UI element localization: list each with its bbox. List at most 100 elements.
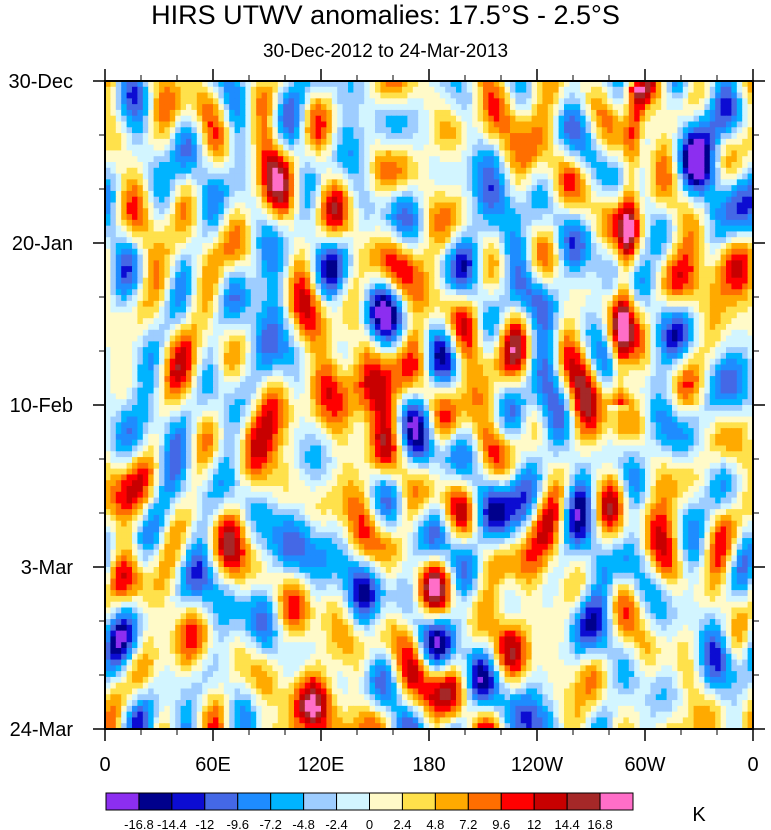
- heatmap-cell: [337, 214, 344, 221]
- heatmap-cell: [153, 173, 160, 180]
- heatmap-cell: [186, 295, 192, 302]
- heatmap-cell: [472, 81, 479, 88]
- heatmap-cell: [105, 295, 111, 302]
- heatmap-cell: [580, 86, 587, 94]
- heatmap-cell: [434, 179, 441, 186]
- heatmap-cell: [612, 243, 619, 250]
- heatmap-cell: [477, 237, 484, 244]
- heatmap-cell: [115, 156, 122, 163]
- heatmap-cell: [299, 202, 306, 209]
- heatmap-cell: [342, 81, 349, 88]
- heatmap-cell: [191, 104, 198, 111]
- heatmap-cell: [601, 86, 608, 94]
- heatmap-cell: [488, 109, 495, 117]
- heatmap-cell: [661, 179, 668, 186]
- heatmap-cell: [682, 173, 689, 180]
- heatmap-cell: [337, 185, 344, 192]
- heatmap-cell: [353, 277, 360, 285]
- heatmap-cell: [515, 243, 522, 250]
- heatmap-cell: [488, 190, 495, 198]
- heatmap-cell: [229, 219, 236, 227]
- heatmap-cell: [299, 92, 306, 99]
- heatmap-cell: [218, 283, 225, 290]
- heatmap-cell: [655, 260, 662, 267]
- heatmap-cell: [628, 127, 635, 134]
- heatmap-cell: [585, 202, 592, 209]
- heatmap-cell: [180, 185, 187, 192]
- heatmap-cell: [445, 225, 452, 233]
- heatmap-cell: [191, 254, 198, 261]
- heatmap-cell: [591, 86, 597, 94]
- heatmap-cell: [137, 196, 144, 204]
- heatmap-cell: [709, 214, 716, 221]
- heatmap-cell: [153, 266, 160, 273]
- heatmap-cell: [618, 214, 624, 221]
- heatmap-cell: [607, 248, 614, 256]
- heatmap-cell: [747, 121, 754, 128]
- heatmap-cell: [375, 167, 381, 175]
- heatmap-cell: [304, 318, 311, 325]
- heatmap-cell: [164, 306, 171, 314]
- heatmap-cell: [429, 208, 435, 215]
- heatmap-cell: [153, 150, 160, 157]
- heatmap-cell: [191, 271, 198, 279]
- heatmap-cell: [585, 266, 592, 273]
- heatmap-cell: [294, 283, 300, 290]
- heatmap-cell: [569, 243, 576, 250]
- heatmap-cell: [348, 144, 354, 152]
- heatmap-cell: [175, 150, 182, 157]
- heatmap-cell: [196, 318, 203, 325]
- heatmap-cell: [191, 225, 198, 233]
- heatmap-cell: [245, 254, 252, 261]
- heatmap-cell: [488, 167, 495, 175]
- heatmap-cell: [715, 162, 722, 169]
- heatmap-cell: [153, 86, 160, 94]
- heatmap-cell: [655, 127, 662, 134]
- heatmap-cell: [601, 150, 608, 157]
- heatmap-cell: [531, 81, 538, 88]
- heatmap-cell: [261, 185, 268, 192]
- heatmap-cell: [342, 92, 349, 99]
- heatmap-cell: [461, 237, 468, 244]
- heatmap-cell: [564, 300, 570, 308]
- heatmap-cell: [677, 138, 684, 146]
- heatmap-cell: [596, 248, 603, 256]
- heatmap-cell: [315, 271, 322, 279]
- heatmap-cell: [472, 266, 479, 273]
- heatmap-cell: [466, 167, 473, 175]
- heatmap-cell: [186, 283, 192, 290]
- heatmap-cell: [169, 92, 176, 99]
- heatmap-cell: [531, 150, 538, 157]
- heatmap-cell: [229, 237, 236, 244]
- heatmap-cell: [672, 81, 678, 88]
- heatmap-cell: [240, 104, 246, 111]
- heatmap-cell: [434, 104, 441, 111]
- heatmap-cell: [445, 98, 452, 105]
- heatmap-cell: [234, 121, 241, 128]
- heatmap-cell: [445, 260, 452, 267]
- heatmap-cell: [385, 237, 392, 244]
- heatmap-cell: [650, 156, 657, 163]
- heatmap-cell: [726, 156, 732, 163]
- heatmap-cell: [115, 138, 122, 146]
- heatmap-cell: [623, 208, 630, 215]
- heatmap-cell: [466, 202, 473, 209]
- heatmap-cell: [450, 283, 457, 290]
- heatmap-cell: [693, 248, 700, 256]
- heatmap-cell: [553, 196, 560, 204]
- heatmap-cell: [137, 300, 144, 308]
- heatmap-cell: [186, 144, 192, 152]
- heatmap-cell: [207, 283, 214, 290]
- heatmap-cell: [682, 266, 689, 273]
- heatmap-cell: [661, 150, 668, 157]
- heatmap-cell: [364, 127, 371, 134]
- heatmap-cell: [693, 185, 700, 192]
- heatmap-cell: [682, 98, 689, 105]
- heatmap-cell: [591, 254, 597, 261]
- heatmap-cell: [650, 306, 657, 314]
- heatmap-cell: [132, 243, 138, 250]
- heatmap-cell: [202, 219, 209, 227]
- heatmap-cell: [229, 277, 236, 285]
- heatmap-cell: [234, 127, 241, 134]
- heatmap-cell: [607, 231, 614, 238]
